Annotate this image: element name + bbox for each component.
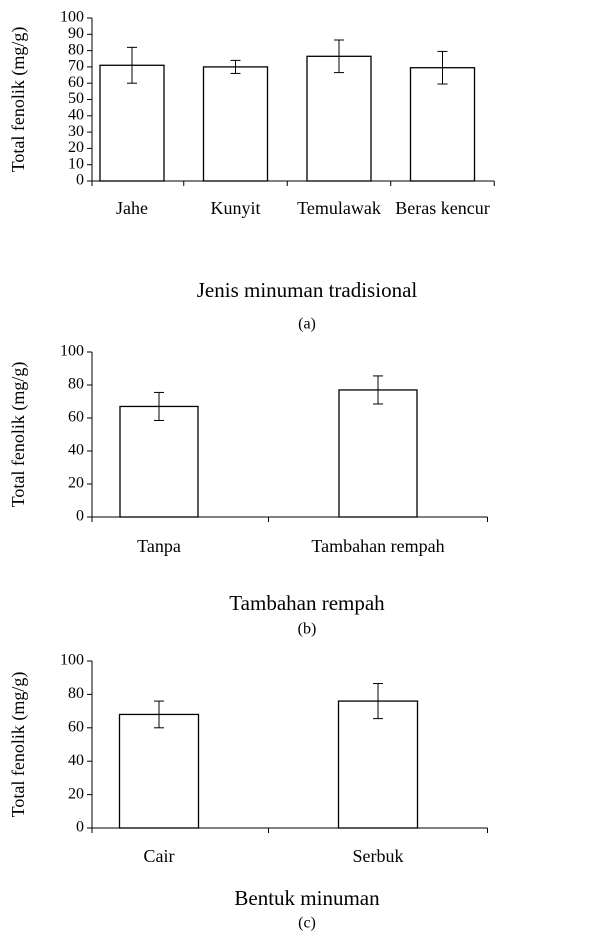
y-tick-label: 80 xyxy=(68,376,84,393)
y-tick-label: 80 xyxy=(68,41,84,58)
caption: (b) xyxy=(298,621,317,638)
bar xyxy=(338,389,418,518)
y-tick-label: 20 xyxy=(68,139,84,156)
y-tick-label: 60 xyxy=(68,74,84,91)
y-tick-label: 80 xyxy=(68,685,84,702)
x-tick-label: Kunyit xyxy=(210,198,260,218)
x-axis-title: Bentuk minuman xyxy=(234,886,380,910)
y-tick-label: 100 xyxy=(60,9,84,26)
y-axis-title: Total fenolik (mg/g) xyxy=(8,362,29,508)
y-tick-label: 20 xyxy=(68,475,84,492)
x-axis-title: Jenis minuman tradisional xyxy=(197,278,418,302)
x-tick-label: Beras kencur xyxy=(395,198,489,218)
y-tick-label: 90 xyxy=(68,25,84,42)
bar xyxy=(202,66,269,182)
x-axis-title: Tambahan rempah xyxy=(229,591,385,615)
bar xyxy=(119,405,199,518)
y-tick-label: 60 xyxy=(68,718,84,735)
x-tick-label: Tambahan rempah xyxy=(311,536,444,556)
y-tick-label: 60 xyxy=(68,409,84,426)
y-tick-label: 0 xyxy=(76,508,84,525)
y-tick-label: 0 xyxy=(76,172,84,189)
y-axis-title: Total fenolik (mg/g) xyxy=(8,27,29,173)
y-tick-label: 70 xyxy=(68,58,84,75)
y-tick-label: 20 xyxy=(68,785,84,802)
y-tick-label: 100 xyxy=(60,652,84,669)
x-tick-label: Temulawak xyxy=(297,198,381,218)
bar xyxy=(409,67,476,182)
caption: (c) xyxy=(298,915,316,932)
y-tick-label: 0 xyxy=(76,819,84,836)
x-tick-label: Jahe xyxy=(116,198,148,218)
y-tick-label: 30 xyxy=(68,123,84,140)
x-tick-label: Serbuk xyxy=(353,846,404,866)
bar xyxy=(337,700,419,829)
caption: (a) xyxy=(298,316,316,333)
bar xyxy=(118,713,200,829)
y-tick-label: 50 xyxy=(68,90,84,107)
y-tick-label: 40 xyxy=(68,106,84,123)
bar xyxy=(306,55,372,182)
y-tick-label: 10 xyxy=(68,155,84,172)
y-tick-label: 40 xyxy=(68,442,84,459)
x-tick-label: Cair xyxy=(144,846,175,866)
y-tick-label: 40 xyxy=(68,752,84,769)
x-tick-label: Tanpa xyxy=(137,536,181,556)
y-tick-label: 100 xyxy=(60,343,84,360)
y-axis-title: Total fenolik (mg/g) xyxy=(8,672,29,818)
